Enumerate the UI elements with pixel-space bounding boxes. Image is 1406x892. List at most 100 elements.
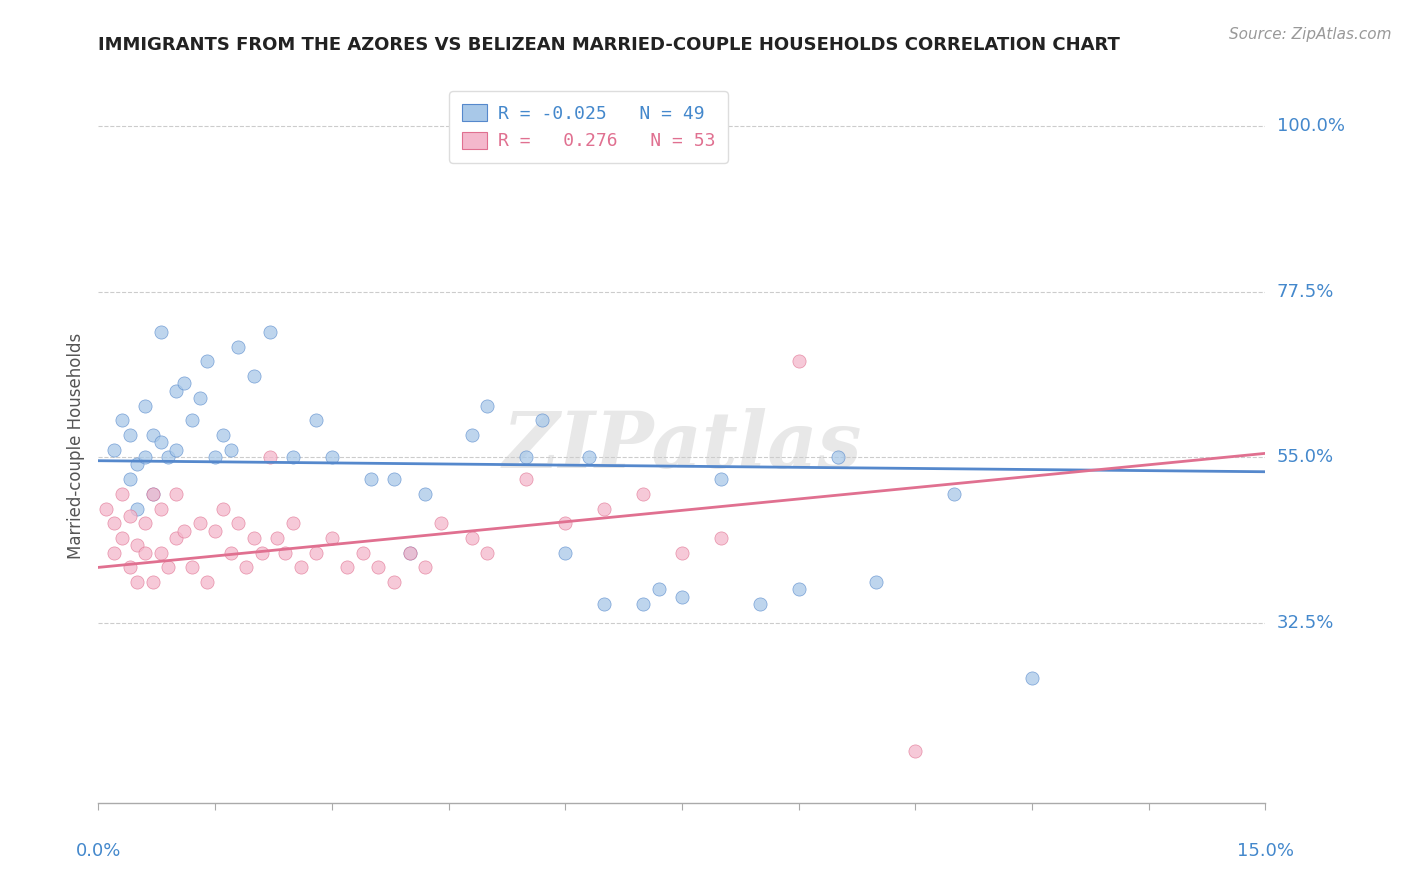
Legend: R = -0.025   N = 49, R =   0.276   N = 53: R = -0.025 N = 49, R = 0.276 N = 53 xyxy=(449,91,728,163)
Point xyxy=(647,582,669,597)
Text: 100.0%: 100.0% xyxy=(1277,117,1344,135)
Point xyxy=(127,538,149,552)
Point xyxy=(360,472,382,486)
Point xyxy=(578,450,600,464)
Point xyxy=(165,487,187,501)
Point xyxy=(188,516,211,531)
Point xyxy=(180,560,202,574)
Point xyxy=(118,508,141,523)
Point xyxy=(250,546,273,560)
Point xyxy=(228,340,250,354)
Point xyxy=(382,472,405,486)
Point xyxy=(149,546,172,560)
Point xyxy=(243,531,266,545)
Text: 15.0%: 15.0% xyxy=(1237,842,1294,860)
Point xyxy=(827,450,849,464)
Point xyxy=(149,501,172,516)
Point xyxy=(305,546,328,560)
Point xyxy=(398,546,420,560)
Point xyxy=(195,575,218,590)
Point xyxy=(259,325,281,339)
Point xyxy=(219,442,242,457)
Point xyxy=(748,597,770,611)
Point xyxy=(671,546,693,560)
Point xyxy=(134,516,156,531)
Y-axis label: Married-couple Households: Married-couple Households xyxy=(66,333,84,559)
Point xyxy=(290,560,312,574)
Text: IMMIGRANTS FROM THE AZORES VS BELIZEAN MARRIED-COUPLE HOUSEHOLDS CORRELATION CHA: IMMIGRANTS FROM THE AZORES VS BELIZEAN M… xyxy=(98,36,1121,54)
Point xyxy=(787,582,810,597)
Point xyxy=(710,531,733,545)
Text: 55.0%: 55.0% xyxy=(1277,448,1334,466)
Point xyxy=(461,428,484,442)
Point xyxy=(134,399,156,413)
Point xyxy=(398,546,420,560)
Point xyxy=(188,391,211,405)
Point xyxy=(593,597,616,611)
Point xyxy=(259,450,281,464)
Point xyxy=(127,501,149,516)
Text: ZIPatlas: ZIPatlas xyxy=(502,408,862,484)
Point xyxy=(710,472,733,486)
Point xyxy=(382,575,405,590)
Point xyxy=(134,450,156,464)
Point xyxy=(631,487,654,501)
Point xyxy=(515,472,537,486)
Point xyxy=(173,524,195,538)
Point xyxy=(157,560,180,574)
Point xyxy=(142,487,165,501)
Point xyxy=(274,546,297,560)
Point xyxy=(413,560,436,574)
Point xyxy=(165,531,187,545)
Point xyxy=(235,560,257,574)
Point xyxy=(904,744,927,758)
Point xyxy=(111,531,134,545)
Point xyxy=(943,487,966,501)
Point xyxy=(321,531,343,545)
Point xyxy=(118,560,141,574)
Point xyxy=(281,450,304,464)
Point xyxy=(461,531,484,545)
Point xyxy=(1021,671,1043,685)
Point xyxy=(142,428,165,442)
Point xyxy=(111,487,134,501)
Point xyxy=(593,501,616,516)
Point xyxy=(321,450,343,464)
Point xyxy=(204,450,226,464)
Point xyxy=(554,516,576,531)
Point xyxy=(103,442,125,457)
Point xyxy=(530,413,553,427)
Point xyxy=(266,531,288,545)
Point xyxy=(149,325,172,339)
Point xyxy=(212,428,235,442)
Point xyxy=(103,546,125,560)
Point xyxy=(118,472,141,486)
Point xyxy=(865,575,887,590)
Point xyxy=(477,546,499,560)
Point xyxy=(554,546,576,560)
Point xyxy=(96,501,118,516)
Point xyxy=(118,428,141,442)
Point xyxy=(336,560,359,574)
Point xyxy=(219,546,242,560)
Text: 32.5%: 32.5% xyxy=(1277,614,1334,632)
Point xyxy=(103,516,125,531)
Point xyxy=(127,458,149,472)
Point xyxy=(228,516,250,531)
Point xyxy=(111,413,134,427)
Point xyxy=(204,524,226,538)
Point xyxy=(515,450,537,464)
Point xyxy=(173,376,195,391)
Point xyxy=(477,399,499,413)
Point xyxy=(180,413,202,427)
Point xyxy=(149,435,172,450)
Point xyxy=(134,546,156,560)
Point xyxy=(352,546,374,560)
Point xyxy=(787,354,810,368)
Point xyxy=(413,487,436,501)
Point xyxy=(127,575,149,590)
Point xyxy=(165,384,187,398)
Point xyxy=(212,501,235,516)
Text: Source: ZipAtlas.com: Source: ZipAtlas.com xyxy=(1229,27,1392,42)
Point xyxy=(157,450,180,464)
